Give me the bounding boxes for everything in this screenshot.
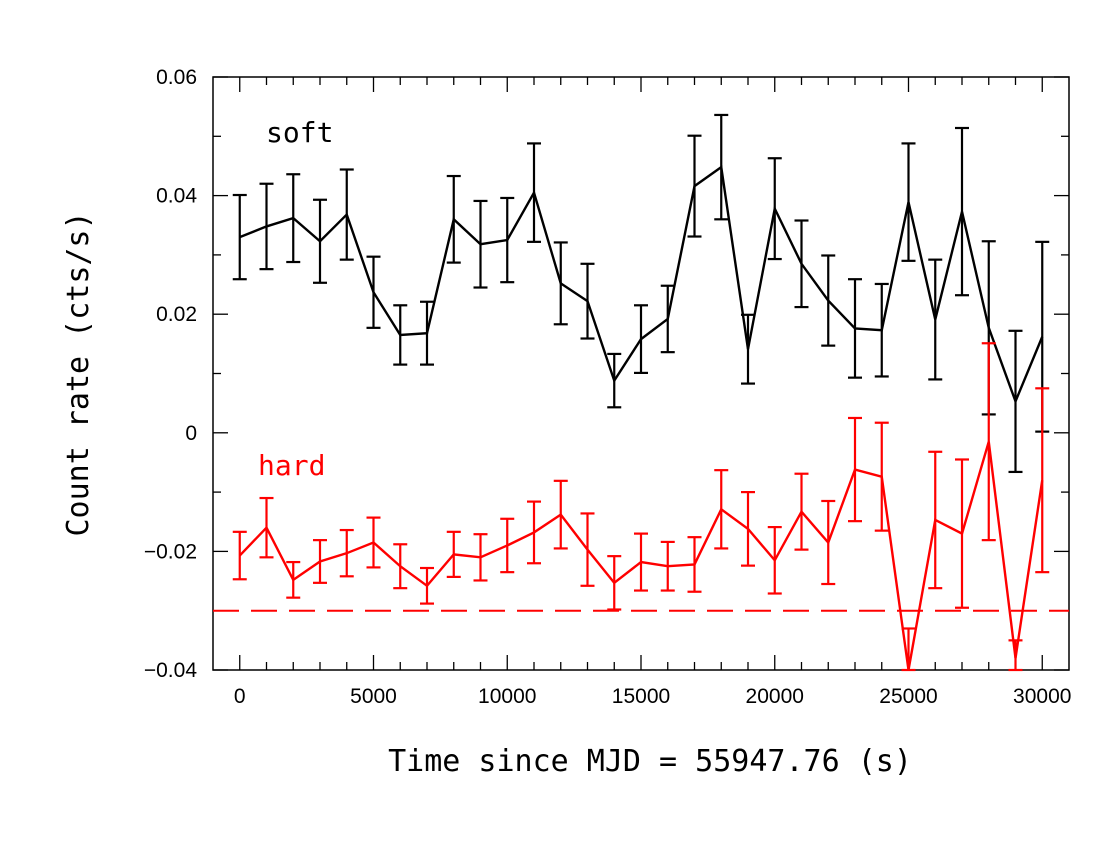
series-hard (232, 342, 1050, 672)
error-bar-soft (420, 300, 434, 366)
error-bar-hard (874, 421, 889, 532)
error-bar-soft (527, 142, 541, 243)
error-bar-soft (660, 284, 675, 354)
error-bar-hard (446, 530, 461, 578)
data-series (232, 113, 1050, 672)
x-tick-label: 30000 (1013, 685, 1071, 708)
error-bar-soft (393, 304, 408, 366)
error-bar-hard (553, 479, 568, 550)
y-tick-label: −0.02 (144, 540, 197, 563)
error-bar-soft (821, 254, 836, 347)
error-bar-hard (366, 516, 381, 569)
x-tick-label: 0 (234, 685, 246, 708)
error-bar-soft (500, 196, 515, 284)
error-bar-hard (1008, 639, 1023, 672)
error-bar-soft (553, 241, 568, 326)
series-label-hard: hard (258, 449, 325, 482)
error-bar-soft (794, 219, 809, 309)
error-bar-hard (767, 525, 782, 595)
error-bar-hard (821, 499, 836, 586)
series-label-soft: soft (266, 116, 333, 149)
error-bar-hard (527, 500, 541, 565)
error-bar-hard (232, 530, 247, 581)
error-bar-soft (286, 173, 301, 264)
x-tick-label: 15000 (612, 685, 670, 708)
y-tick-label: 0 (185, 422, 197, 445)
error-bar-soft (901, 142, 916, 262)
error-bar-hard (794, 472, 809, 551)
error-bar-hard (1035, 387, 1050, 574)
error-bar-soft (767, 157, 782, 261)
error-bar-hard (259, 496, 274, 559)
y-tick-label: 0.02 (156, 303, 197, 326)
error-bar-soft (687, 134, 702, 238)
error-bar-hard (420, 566, 434, 605)
error-bar-hard (500, 517, 515, 574)
series-soft (232, 113, 1050, 474)
error-bar-hard (393, 543, 408, 590)
error-bar-hard (901, 627, 916, 672)
error-bar-soft (874, 282, 889, 378)
error-bar-hard (607, 555, 622, 611)
error-bar-soft (607, 352, 622, 409)
error-bar-soft (741, 313, 755, 385)
error-bar-soft (232, 193, 247, 281)
tick-labels: 0 5000 10000 15000 20000 25000 30000 −0.04 −0.02… (144, 66, 1072, 708)
error-bar-hard (286, 560, 301, 599)
error-bar-soft (848, 278, 862, 379)
error-bar-hard (339, 528, 354, 578)
y-tick-label: −0.04 (144, 659, 197, 682)
error-bar-soft (634, 304, 648, 375)
error-bar-soft (955, 126, 969, 297)
error-bar-soft (366, 255, 381, 329)
error-bar-soft (714, 113, 729, 221)
error-bar-hard (634, 532, 648, 592)
error-bar-hard (660, 540, 675, 592)
error-bar-hard (687, 536, 702, 593)
x-tick-label: 5000 (350, 685, 397, 708)
error-bar-soft (446, 174, 461, 264)
error-bar-hard (473, 533, 488, 582)
y-tick-label: 0.04 (156, 185, 197, 208)
x-tick-label: 10000 (478, 685, 536, 708)
error-bar-hard (955, 458, 969, 609)
error-bar-hard (848, 416, 862, 523)
y-tick-label: 0.06 (156, 66, 197, 89)
error-bar-hard (981, 342, 996, 542)
error-bar-hard (741, 491, 755, 567)
error-bar-soft (339, 168, 354, 261)
error-bar-soft (928, 258, 943, 381)
x-tick-label: 20000 (746, 685, 804, 708)
error-bar-soft (1008, 329, 1023, 474)
x-axis-title: Time since MJD = 55947.76 (s) (388, 744, 912, 779)
error-bar-soft (473, 199, 488, 289)
error-bar-hard (928, 450, 943, 590)
error-bar-hard (580, 512, 595, 587)
error-bar-hard (313, 539, 327, 584)
y-axis-title: Count rate (cts/s) (61, 211, 96, 536)
error-bar-soft (259, 182, 274, 271)
error-bar-soft (580, 262, 595, 340)
x-tick-label: 25000 (879, 685, 937, 708)
error-bar-hard (714, 469, 729, 550)
error-bar-soft (313, 198, 327, 284)
